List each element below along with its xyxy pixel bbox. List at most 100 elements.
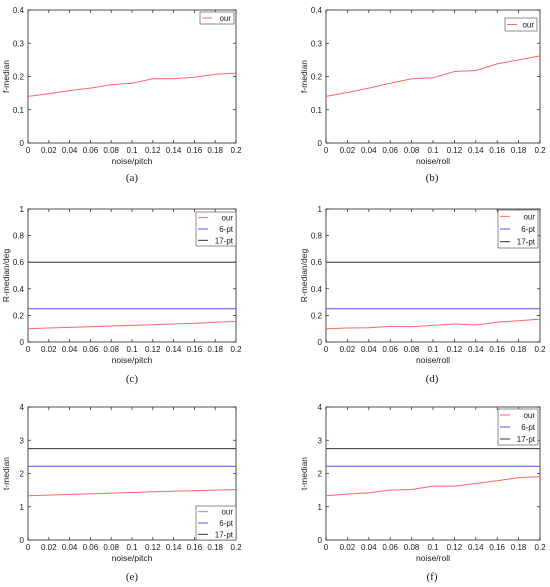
y-axis-label: R-median/deg bbox=[1, 249, 11, 303]
y-tick-label: 0.1 bbox=[311, 106, 323, 115]
x-tick-label: 0.08 bbox=[103, 345, 119, 354]
plot-frame bbox=[27, 9, 237, 144]
x-tick-label: 0.1 bbox=[427, 543, 439, 552]
x-tick-label: 0.06 bbox=[83, 543, 99, 552]
x-tick-label: 0.2 bbox=[534, 543, 546, 552]
legend-label-6-pt: 6-pt bbox=[521, 225, 536, 234]
legend-label-our: our bbox=[523, 212, 535, 221]
chart-panel-5: 0 0.02 0.04 0.06 0.08 0.1 0.12 0.14 0.16 0.18 0.2 0… bbox=[299, 403, 546, 583]
x-tick-label: 0.08 bbox=[103, 146, 119, 155]
x-tick-label: 0.14 bbox=[166, 345, 182, 354]
x-tick-label: 0.04 bbox=[361, 146, 377, 155]
x-tick-label: 0.02 bbox=[41, 543, 57, 552]
panel-caption: (c) bbox=[126, 373, 139, 385]
legend: our 6-pt 17-pt bbox=[497, 209, 539, 249]
x-axis-label: noise/pitch bbox=[112, 553, 153, 563]
y-tick-label: 0.8 bbox=[13, 232, 25, 241]
x-tick-label: 0.18 bbox=[511, 146, 527, 155]
x-tick-label: 0.06 bbox=[382, 345, 398, 354]
legend-label-our: our bbox=[523, 411, 535, 420]
y-tick-label: 0 bbox=[318, 338, 323, 347]
panel-caption: (d) bbox=[426, 373, 439, 385]
x-tick-label: 0.16 bbox=[489, 543, 505, 552]
y-axis-label: f-median bbox=[299, 60, 309, 93]
x-tick-label: 0.04 bbox=[361, 543, 377, 552]
x-tick-label: 0.04 bbox=[62, 146, 78, 155]
x-tick-label: 0.02 bbox=[340, 345, 356, 354]
legend-label-6-pt: 6-pt bbox=[521, 423, 536, 432]
y-tick-label: 0.6 bbox=[13, 258, 25, 267]
y-tick-label: 0 bbox=[20, 139, 25, 148]
series-line-our bbox=[27, 320, 237, 330]
panel-caption: (e) bbox=[126, 571, 139, 583]
x-axis-label: noise/roll bbox=[416, 553, 450, 563]
x-tick-label: 0.2 bbox=[230, 345, 242, 354]
y-tick-label: 0 bbox=[318, 139, 323, 148]
x-axis-label: noise/pitch bbox=[112, 156, 153, 166]
panel-caption: (f) bbox=[427, 571, 438, 583]
x-tick-label: 0.16 bbox=[489, 345, 505, 354]
x-tick-label: 0.2 bbox=[534, 345, 546, 354]
x-tick-label: 0.08 bbox=[103, 543, 119, 552]
x-tick-label: 0.18 bbox=[207, 543, 223, 552]
x-tick-label: 0.12 bbox=[447, 345, 463, 354]
y-tick-label: 0.6 bbox=[311, 258, 323, 267]
y-tick-label: 1 bbox=[318, 205, 323, 214]
x-tick-label: 0.08 bbox=[404, 543, 420, 552]
x-tick-label: 0.02 bbox=[41, 345, 57, 354]
legend: our bbox=[504, 17, 538, 32]
x-tick-label: 0.1 bbox=[126, 345, 138, 354]
panel-caption: (b) bbox=[426, 172, 439, 184]
x-tick-label: 0.04 bbox=[361, 345, 377, 354]
x-tick-label: 0 bbox=[26, 543, 31, 552]
x-tick-label: 0 bbox=[26, 345, 31, 354]
y-tick-label: 0.8 bbox=[311, 232, 323, 241]
x-tick-label: 0.12 bbox=[145, 345, 161, 354]
y-tick-label: 0.2 bbox=[311, 311, 323, 320]
legend-box bbox=[199, 11, 235, 25]
y-tick-label: 2 bbox=[318, 470, 323, 479]
chart-panel-3: 0 0.02 0.04 0.06 0.08 0.1 0.12 0.14 0.16 0.18 0.2 0… bbox=[299, 205, 546, 385]
x-tick-label: 0.06 bbox=[382, 543, 398, 552]
x-tick-label: 0.06 bbox=[382, 146, 398, 155]
x-tick-label: 0.18 bbox=[511, 543, 527, 552]
x-tick-label: 0.1 bbox=[427, 345, 439, 354]
series-line-our bbox=[27, 72, 237, 97]
y-tick-label: 0.4 bbox=[13, 6, 25, 15]
series-line-our bbox=[325, 476, 541, 497]
x-axis-label: noise/roll bbox=[416, 355, 450, 365]
x-tick-label: 0.12 bbox=[447, 146, 463, 155]
legend-label-17-pt: 17-pt bbox=[517, 238, 536, 247]
y-tick-label: 0.3 bbox=[311, 39, 323, 48]
legend: our 6-pt 17-pt bbox=[195, 505, 237, 541]
y-axis-label: f-median bbox=[1, 60, 11, 93]
x-tick-label: 0.14 bbox=[468, 543, 484, 552]
x-tick-label: 0.16 bbox=[489, 146, 505, 155]
y-tick-label: 1 bbox=[20, 503, 25, 512]
y-tick-label: 2 bbox=[20, 470, 25, 479]
x-tick-label: 0.04 bbox=[62, 345, 78, 354]
legend-label-our: our bbox=[219, 14, 231, 23]
x-tick-label: 0 bbox=[324, 543, 329, 552]
x-tick-label: 0.2 bbox=[230, 543, 242, 552]
x-axis-label: noise/pitch bbox=[112, 355, 153, 365]
x-tick-label: 0.02 bbox=[41, 146, 57, 155]
x-tick-label: 0.02 bbox=[340, 146, 356, 155]
x-tick-label: 0.14 bbox=[468, 345, 484, 354]
x-tick-label: 0.16 bbox=[187, 146, 203, 155]
chart-panel-4: 0 0.02 0.04 0.06 0.08 0.1 0.12 0.14 0.16 0.18 0.2 0… bbox=[1, 403, 242, 583]
chart-panel-2: 0 0.02 0.04 0.06 0.08 0.1 0.12 0.14 0.16 0.18 0.2 0… bbox=[1, 205, 242, 385]
y-tick-label: 3 bbox=[20, 436, 25, 445]
y-tick-label: 4 bbox=[20, 403, 25, 412]
legend-label-6-pt: 6-pt bbox=[219, 225, 234, 234]
legend-label-our: our bbox=[221, 508, 233, 517]
y-tick-label: 0.1 bbox=[13, 106, 25, 115]
series-line-our bbox=[325, 318, 541, 330]
y-axis-label: t-median bbox=[299, 457, 309, 490]
x-tick-label: 0.14 bbox=[468, 146, 484, 155]
x-tick-label: 0.16 bbox=[187, 345, 203, 354]
y-tick-label: 0.4 bbox=[311, 285, 323, 294]
x-tick-label: 0.2 bbox=[534, 146, 546, 155]
legend-label-17-pt: 17-pt bbox=[517, 435, 536, 444]
legend-label-our: our bbox=[221, 214, 233, 223]
